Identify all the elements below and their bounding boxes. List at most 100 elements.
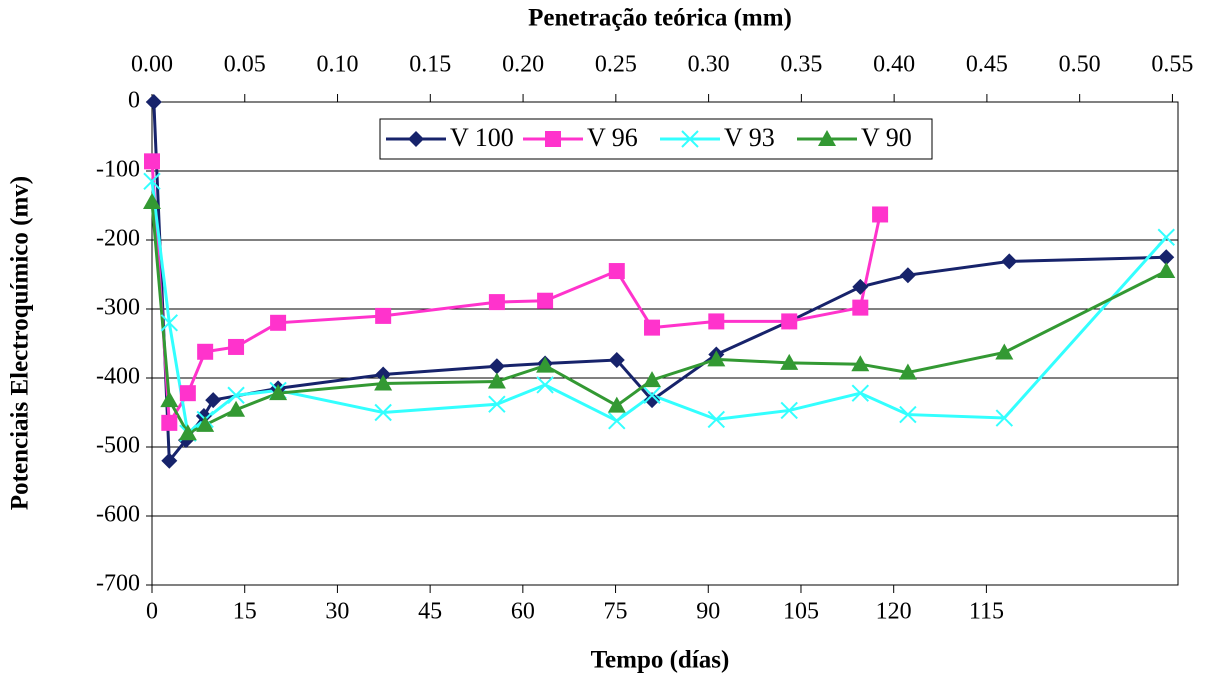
point xyxy=(898,363,917,380)
point xyxy=(780,353,799,370)
point xyxy=(643,371,662,388)
point xyxy=(536,356,555,373)
point xyxy=(1158,249,1175,266)
x-tick-label: 75 xyxy=(604,599,628,625)
point xyxy=(196,415,215,432)
point xyxy=(608,352,625,369)
point xyxy=(536,376,554,394)
point xyxy=(227,386,245,404)
y-tick-label: -400 xyxy=(96,364,140,390)
point xyxy=(608,263,625,280)
point xyxy=(487,372,506,389)
x-tick-label: 105 xyxy=(783,599,819,625)
point xyxy=(708,313,725,330)
point xyxy=(644,319,661,336)
point xyxy=(707,350,726,367)
point xyxy=(227,400,246,417)
series-line xyxy=(150,161,882,428)
point xyxy=(161,452,178,469)
legend-marker xyxy=(408,131,424,147)
plot-border xyxy=(151,101,1179,586)
x-tick-label: 45 xyxy=(418,599,442,625)
point xyxy=(488,358,505,375)
point xyxy=(899,405,917,424)
point xyxy=(851,384,870,402)
x-tick-label: 30 xyxy=(325,599,349,625)
x2-tick-label: 0.40 xyxy=(873,52,915,78)
point xyxy=(852,299,869,316)
point xyxy=(781,313,798,330)
y-tick-label: -600 xyxy=(96,502,140,528)
legend-label: V 96 xyxy=(587,123,638,152)
x2-tick-label: 0.30 xyxy=(688,52,730,78)
point xyxy=(161,414,178,431)
point xyxy=(160,391,179,408)
y-tick-label: 0 xyxy=(128,88,140,114)
point xyxy=(1001,253,1018,270)
point xyxy=(145,94,162,110)
point xyxy=(608,412,626,430)
legend-label: V 90 xyxy=(861,123,912,152)
x-tick-label: 15 xyxy=(233,599,257,625)
legend: V 100 V 96 V 93 V 90 xyxy=(379,118,933,160)
point xyxy=(995,343,1014,360)
point xyxy=(195,407,212,424)
legend-marker xyxy=(818,130,836,146)
x2-axis-title: Penetração teórica (mm) xyxy=(528,5,792,32)
point xyxy=(143,172,161,191)
point xyxy=(144,153,160,170)
point xyxy=(488,395,506,413)
point xyxy=(143,193,161,210)
point xyxy=(269,384,288,401)
point xyxy=(205,392,222,409)
point xyxy=(228,338,245,355)
x2-tick-label: 0.55 xyxy=(1151,52,1193,78)
x2-tick-label: 0.05 xyxy=(224,52,266,78)
point xyxy=(488,294,505,311)
x2-tick-label: 0.50 xyxy=(1059,52,1101,78)
point xyxy=(160,314,179,332)
legend-marker xyxy=(545,131,561,147)
x-tick-label: 120 xyxy=(876,599,912,625)
point xyxy=(537,292,554,309)
x2-tick-label: 0.25 xyxy=(595,52,637,78)
point xyxy=(197,343,214,360)
x2-tick-label: 0.20 xyxy=(502,52,544,78)
x2-tick-label: 0.15 xyxy=(409,52,451,78)
x-tick-label: 115 xyxy=(969,599,1004,625)
point xyxy=(644,392,661,409)
point xyxy=(374,403,392,422)
point xyxy=(1157,228,1175,246)
x-axis-title: Tempo (días) xyxy=(591,647,730,674)
point xyxy=(375,307,392,324)
point xyxy=(707,410,726,429)
y-axis-title: Potenciais Electroquímico (mv) xyxy=(7,176,34,510)
point xyxy=(780,401,798,420)
point xyxy=(178,424,197,441)
y-tick-label: -700 xyxy=(96,571,140,597)
point xyxy=(852,278,869,295)
x2-tick-label: 0.45 xyxy=(966,52,1008,78)
y-tick-label: -200 xyxy=(96,226,140,252)
y-tick-label: -300 xyxy=(96,295,140,321)
point xyxy=(374,374,393,391)
x-tick-label: 60 xyxy=(511,599,535,625)
point xyxy=(899,267,916,284)
point xyxy=(270,314,287,331)
y-tick-label: -500 xyxy=(96,433,140,459)
point xyxy=(643,386,661,404)
point xyxy=(995,409,1014,427)
x2-tick-label: 0.10 xyxy=(317,52,359,78)
point xyxy=(607,396,626,413)
x-tick-label: 90 xyxy=(696,599,720,625)
point xyxy=(872,206,889,223)
legend-label: V 100 xyxy=(450,123,514,152)
legend-marker xyxy=(681,130,699,148)
point xyxy=(851,355,870,372)
x2-tick-label: 0.35 xyxy=(780,52,822,78)
x2-tick-label: 0.00 xyxy=(131,52,173,78)
point xyxy=(179,385,196,402)
legend-label: V 93 xyxy=(724,123,775,152)
x-tick-label: 0 xyxy=(146,599,158,625)
